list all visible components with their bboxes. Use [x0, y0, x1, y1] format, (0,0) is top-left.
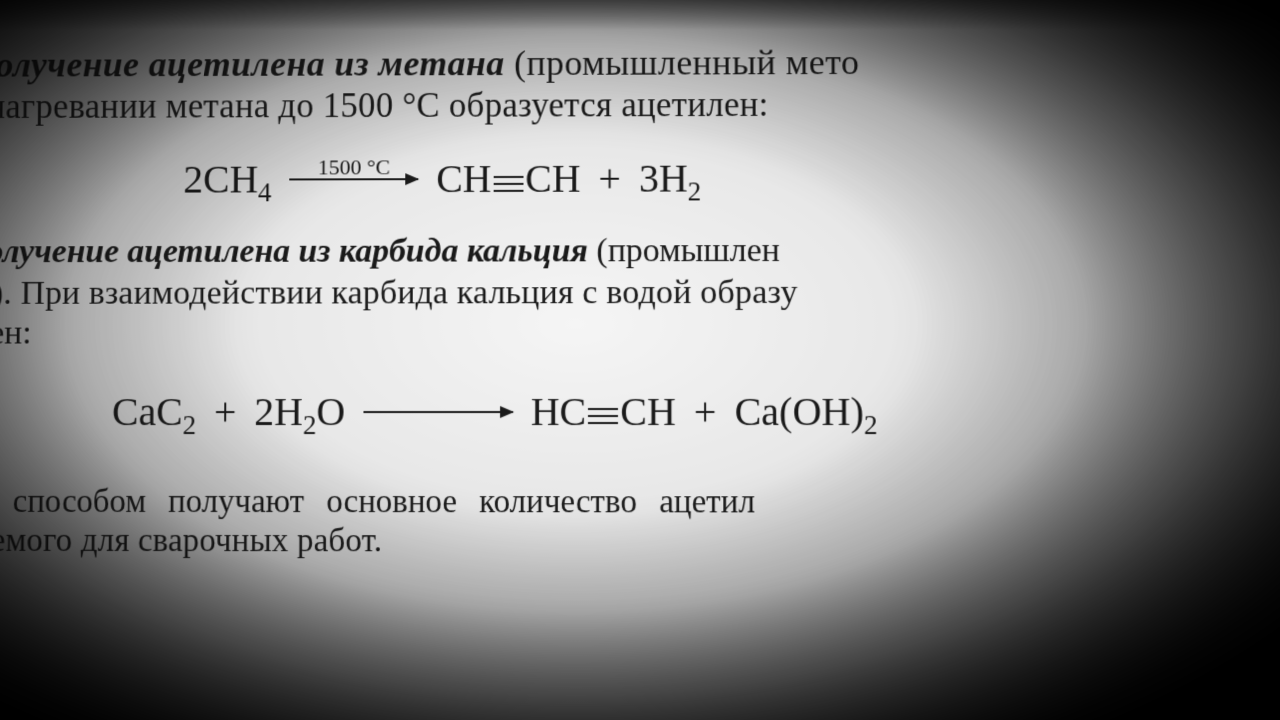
eq1-rhs2: 3H2	[639, 155, 701, 202]
arrow-shaft	[363, 411, 513, 413]
eq2-plus1: +	[214, 388, 237, 435]
eq1-rhs: CHCH	[436, 155, 580, 203]
reaction-arrow-icon: 1500 °C	[289, 178, 418, 180]
heading-methane-lead: Получение ацетилена из метана	[0, 43, 505, 84]
textbook-page: Получение ацетилена из метана (промышлен…	[0, 0, 1280, 720]
para-footer-line1: им способом получают основное количество…	[0, 483, 1280, 521]
para-footer-line2: ьзуемого для сварочных работ.	[0, 522, 1280, 561]
equation-methane-to-acetylene: 2CH4 1500 °C CHCH + 3H2	[183, 153, 1280, 203]
heading-carbide-tail: (промышлен	[588, 232, 780, 269]
heading-methane: Получение ацетилена из метана (промышлен…	[0, 40, 1280, 86]
triple-bond-icon	[586, 396, 620, 436]
para-carbide-line2: д). При взаимодействии карбида кальция с…	[0, 273, 1280, 312]
para-methane-line2: нагревании метана до 1500 °C образуется …	[0, 84, 1280, 127]
eq2-lhs-b: 2H2O	[254, 388, 345, 435]
eq2-rhs-a: HCCH	[531, 388, 676, 436]
heading-methane-tail: (промышленный мето	[504, 42, 859, 83]
reaction-arrow-icon	[363, 411, 513, 413]
equation-carbide-to-acetylene: CaC2 + 2H2O HCCH + Ca(OH)2	[112, 388, 1280, 436]
eq1-arrow-label: 1500 °C	[318, 154, 390, 180]
eq2-rhs-c: Ca(OH)2	[734, 388, 877, 435]
triple-bond-icon	[491, 163, 525, 203]
heading-carbide-lead: Получение ацетилена из карбида кальция	[0, 232, 588, 270]
eq1-lhs: 2CH4	[183, 156, 272, 203]
arrow-shaft	[289, 178, 418, 180]
eq1-plus: +	[598, 155, 621, 202]
heading-carbide: Получение ацетилена из карбида кальция (…	[0, 231, 1280, 271]
eq2-lhs-a: CaC2	[112, 388, 196, 435]
para-carbide-line3: илен:	[0, 313, 1280, 352]
eq2-plus2: +	[694, 388, 717, 435]
